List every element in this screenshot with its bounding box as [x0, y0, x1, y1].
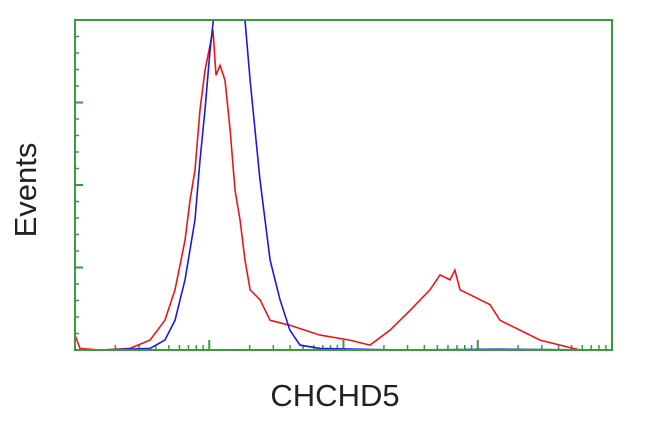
y-axis-label: Events	[8, 143, 43, 238]
series-line	[75, 29, 612, 350]
x-axis-label: CHCHD5	[270, 378, 399, 413]
plot-area	[75, 20, 612, 350]
plot-frame	[74, 19, 613, 351]
series-line	[99, 20, 612, 350]
